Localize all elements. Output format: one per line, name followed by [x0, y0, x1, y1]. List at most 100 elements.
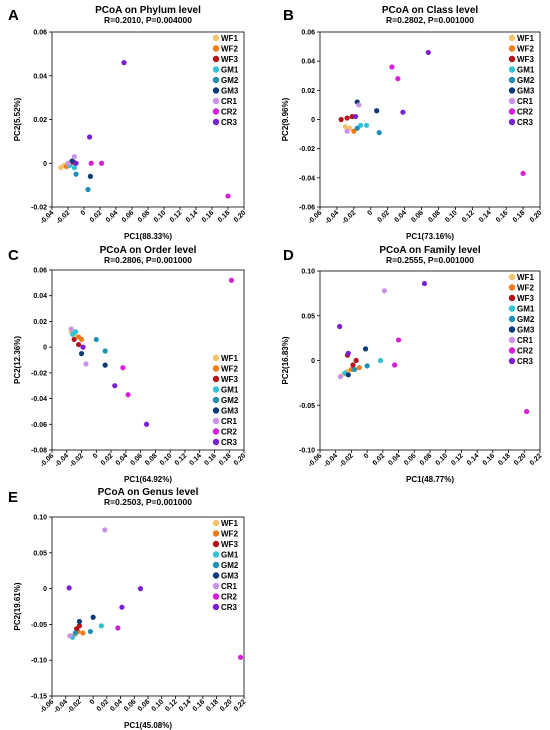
- y-tick-label: -0.08: [31, 448, 47, 455]
- y-tick-label: -0.15: [31, 694, 47, 701]
- point-cr1: [83, 361, 89, 367]
- point-gm2: [73, 171, 79, 177]
- legend-swatch-wf1: [508, 34, 516, 42]
- legend-label: GM3: [221, 407, 239, 416]
- legend-label: WF2: [221, 530, 238, 539]
- x-tick-label: 0.14: [178, 698, 193, 713]
- point-cr1: [356, 102, 362, 108]
- legend-label: GM1: [221, 386, 239, 395]
- point-cr2: [237, 654, 244, 660]
- x-tick-label: -0.02: [67, 698, 83, 714]
- legend-swatch-wf1: [212, 519, 220, 527]
- legend-swatch-wf1: [508, 273, 516, 281]
- legend-swatch-wf1: [212, 34, 220, 42]
- legend-label: WF1: [517, 273, 534, 282]
- x-tick-label: 0.02: [89, 209, 104, 224]
- x-tick-label: 0.20: [529, 209, 544, 224]
- y-tick-label: 0: [311, 117, 315, 124]
- legend-label: GM1: [221, 66, 239, 75]
- y-tick-label: -0.06: [31, 422, 47, 429]
- point-cr3: [143, 421, 150, 427]
- plot-frame: [319, 270, 541, 451]
- legend-label: GM3: [517, 87, 535, 96]
- y-tick-label: 0.04: [301, 59, 315, 66]
- point-cr3: [337, 323, 343, 330]
- legend-label: GM1: [517, 66, 535, 75]
- chart-subtitle: R=0.2503, P=0.001000: [104, 497, 192, 507]
- y-tick-label: 0: [43, 586, 47, 593]
- x-tick-label: 0.02: [96, 698, 111, 713]
- y-tick-label: -0.04: [31, 396, 47, 403]
- x-tick-label: -0.02: [339, 452, 355, 468]
- legend-label: GM1: [221, 551, 239, 560]
- x-tick-label: 0.04: [115, 452, 130, 467]
- chart-title: PCoA on Genus level: [98, 487, 199, 498]
- legend-label: WF1: [221, 519, 238, 528]
- y-tick-label: 0: [43, 345, 47, 352]
- point-gm3: [102, 362, 108, 368]
- point-cr1: [344, 128, 350, 134]
- legend-label: CR3: [221, 603, 238, 612]
- x-tick-label: 0: [92, 452, 100, 460]
- legend-label: CR3: [221, 118, 238, 127]
- point-gm1: [98, 623, 104, 629]
- x-tick-label: 0.14: [478, 209, 493, 224]
- x-tick-label: 0.08: [427, 209, 442, 224]
- point-gm1: [358, 122, 364, 128]
- legend-label: GM2: [517, 76, 535, 85]
- x-tick-label: 0.08: [419, 452, 434, 467]
- x-tick-label: 0.10: [444, 209, 459, 224]
- x-tick-label: -0.06: [307, 209, 323, 225]
- x-tick-label: 0: [89, 698, 97, 706]
- legend-label: WF1: [517, 34, 534, 43]
- legend-swatch-gm1: [508, 305, 516, 312]
- legend-label: CR1: [517, 97, 534, 106]
- legend-swatch-cr3: [212, 603, 220, 611]
- point-gm1: [71, 165, 77, 171]
- x-tick-label: 0.10: [159, 452, 174, 467]
- legend-swatch-cr3: [212, 118, 220, 126]
- point-wf3: [350, 362, 356, 368]
- legend-label: WF2: [221, 45, 238, 54]
- point-gm2: [364, 363, 370, 369]
- x-tick-label: -0.06: [39, 698, 55, 714]
- point-gm3: [87, 173, 93, 179]
- legend-swatch-gm1: [212, 386, 220, 393]
- legend-label: GM2: [517, 315, 535, 324]
- panel-label: A: [8, 7, 19, 24]
- x-tick-label: 0.02: [377, 209, 392, 224]
- x-tick-label: -0.04: [39, 209, 55, 225]
- legend-swatch-wf3: [508, 55, 516, 63]
- legend-label: WF1: [221, 354, 238, 363]
- plot-frame: [319, 31, 541, 208]
- x-tick-label: 0.12: [450, 452, 465, 467]
- x-axis-label: PC1(73.16%): [406, 232, 454, 241]
- point-cr3: [66, 585, 72, 591]
- point-gm2: [351, 366, 358, 373]
- x-tick-label: 0.18: [217, 209, 232, 224]
- legend-swatch-cr3: [508, 118, 516, 126]
- y-axis-label: PC2(19.61%): [13, 582, 22, 630]
- legend-swatch-gm3: [212, 407, 220, 414]
- point-gm2: [72, 630, 78, 636]
- x-axis-label: PC1(48.77%): [406, 475, 454, 484]
- x-tick-label: 0.04: [387, 452, 402, 467]
- x-tick-label: 0: [80, 209, 88, 217]
- y-tick-label: -0.02: [299, 146, 315, 153]
- legend-swatch-cr2: [212, 593, 220, 600]
- legend-label: GM3: [221, 87, 239, 96]
- y-axis-label: PC2(9.96%): [281, 97, 290, 141]
- point-wf3: [75, 341, 82, 348]
- y-tick-label: 0.06: [301, 30, 315, 37]
- point-cr2: [88, 160, 94, 166]
- x-tick-label: 0.18: [205, 698, 220, 713]
- point-cr2: [524, 408, 530, 415]
- x-tick-label: 0.14: [466, 452, 481, 467]
- y-tick-label: 0.06: [33, 30, 47, 37]
- legend-label: CR2: [221, 108, 238, 117]
- x-tick-label: 0.22: [529, 452, 544, 467]
- x-tick-label: 0.12: [164, 698, 179, 713]
